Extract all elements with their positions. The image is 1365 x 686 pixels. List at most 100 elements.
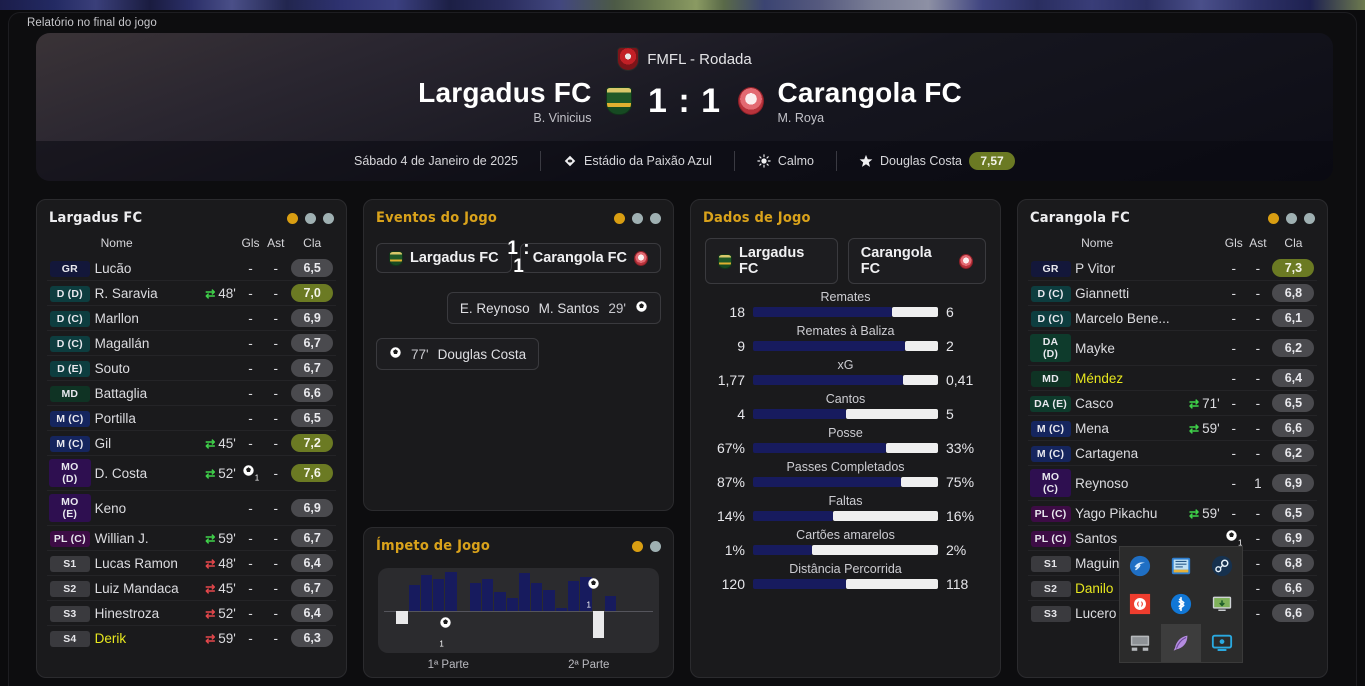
panel-dot-grey[interactable] [650,212,661,224]
player-name[interactable]: Portilla [94,410,136,426]
player-name[interactable]: Souto [94,360,130,376]
panel-dot-grey[interactable] [305,212,316,224]
player-name[interactable]: Battaglia [94,385,148,401]
player-name[interactable]: R. Saravia [94,285,158,301]
stats-away-chip[interactable]: Carangola FC [847,238,986,284]
tray-item-feather-app[interactable] [1160,623,1201,662]
table-row[interactable]: D (C) Magallán - -6,7 [47,331,336,356]
player-name[interactable]: Keno [94,500,127,516]
table-row[interactable]: PL (C) Willian J. ⇄ 59' - -6,7 [47,526,336,551]
panel-dot-grey[interactable] [323,212,334,224]
momentum-column [518,568,531,653]
table-row[interactable]: MO (D) D. Costa ⇄ 52' 1-7,6 [47,456,336,491]
rating-cell: 7,3 [1270,256,1317,281]
col-name[interactable]: Nome [100,236,133,250]
player-name[interactable]: Mena [1075,420,1109,436]
table-row[interactable]: D (C) Marllon - -6,9 [47,306,336,331]
player-name[interactable]: Reynoso [1075,475,1129,491]
table-row[interactable]: PL (C) Yago Pikachu ⇄ 59' - -6,5 [1028,501,1317,526]
tray-item-realtek-audio[interactable] [1120,585,1160,623]
player-name[interactable]: Derik [94,630,127,646]
player-name[interactable]: Yago Pikachu [1075,505,1158,521]
player-name[interactable]: Cartagena [1075,445,1139,461]
player-name[interactable]: Luiz Mandaca [94,580,179,596]
table-row[interactable]: DA (D) Mayke - -6,2 [1028,331,1317,366]
player-name[interactable]: Méndez [1075,370,1124,386]
tray-item-monitor-settings[interactable] [1202,624,1242,662]
player-name[interactable]: Lucas Ramon [94,555,178,571]
player-name[interactable]: Marllon [94,310,139,326]
table-row[interactable]: D (C) Giannetti - -6,8 [1028,281,1317,306]
player-name[interactable]: Casco [1075,395,1114,411]
panel-dot-amber[interactable] [632,540,643,552]
col-ast[interactable]: Ast [267,236,285,250]
panel-dot-amber[interactable] [1268,212,1279,224]
panel-dot-grey[interactable] [632,212,643,224]
panel-dot-grey[interactable] [1304,212,1315,224]
col-gls[interactable]: Gls [241,236,260,250]
panel-dot-amber[interactable] [287,212,298,224]
col-cla[interactable]: Cla [303,236,322,250]
col-ast[interactable]: Ast [1249,236,1267,250]
player-name[interactable]: Danilo [1075,580,1114,596]
player-name[interactable]: Hinestroza [94,605,160,621]
table-row[interactable]: PL (C) Santos 1-6,9 [1028,526,1317,551]
table-row[interactable]: MO (C) Reynoso - 1 6,9 [1028,466,1317,501]
table-row[interactable]: M (C) Cartagena - -6,2 [1028,441,1317,466]
player-name[interactable]: Magallán [94,335,150,351]
goals-cell: - [1231,310,1237,326]
tray-item-bluetooth[interactable] [1161,585,1201,623]
position-badge: DA (D) [1030,334,1072,362]
player-name[interactable]: Santos [1075,530,1118,546]
tray-item-steam[interactable] [1202,547,1242,585]
tray-item-network-monitor[interactable] [1161,547,1201,585]
table-row[interactable]: M (C) Gil ⇄ 45' - -7,2 [47,431,336,456]
table-row[interactable]: S4 Derik ⇄ 59' - -6,3 [47,626,336,651]
table-row[interactable]: S1 Lucas Ramon ⇄ 48' - -6,4 [47,551,336,576]
away-squad-body: GR P Vitor - -7,3 D (C) Giannetti - -6,8 D (C) Ma… [1028,256,1317,625]
table-row[interactable]: MO (E) Keno - -6,9 [47,491,336,526]
tray-item-nvidia[interactable] [1120,547,1160,585]
table-row[interactable]: GR Lucão - -6,5 [47,256,336,281]
player-name[interactable]: P Vitor [1075,260,1116,276]
table-row[interactable]: GR P Vitor - -7,3 [1028,256,1317,281]
table-row[interactable]: MD Battaglia - -6,6 [47,381,336,406]
table-row[interactable]: S3 Hinestroza ⇄ 52' - -6,4 [47,601,336,626]
player-name[interactable]: Willian J. [94,530,149,546]
player-name[interactable]: Marcelo Bene... [1075,310,1170,326]
tray-item-display[interactable] [1202,585,1242,623]
stats-home-chip[interactable]: Largadus FC [705,238,838,284]
player-name[interactable]: Mayke [1075,340,1115,356]
player-name[interactable]: Lucão [94,260,132,276]
col-name[interactable]: Nome [1081,236,1114,250]
player-name[interactable]: Giannetti [1075,285,1130,301]
panel-dot-grey[interactable] [1286,212,1297,224]
table-row[interactable]: D (C) Marcelo Bene... - -6,1 [1028,306,1317,331]
player-name[interactable]: D. Costa [94,465,148,481]
col-cla[interactable]: Cla [1284,236,1303,250]
table-row[interactable]: MD Méndez - -6,4 [1028,366,1317,391]
col-gls[interactable]: Gls [1224,236,1243,250]
stat-block: Remates 18 6 [705,290,986,320]
table-row[interactable]: M (C) Mena ⇄ 59' - -6,6 [1028,416,1317,441]
competition-label: FMFL - Rodada [647,50,752,68]
events-away-chip[interactable]: Carangola FC [519,243,661,273]
away-squad-table: Nome Gls Ast Cla GR P Vitor - -7,3 D (C) Gian… [1028,232,1317,625]
table-row[interactable]: D (D) R. Saravia ⇄ 48' - -7,0 [47,281,336,306]
table-row[interactable]: D (E) Souto - -6,7 [47,356,336,381]
panel-dot-grey[interactable] [650,540,661,552]
events-home-chip[interactable]: Largadus FC [376,243,512,273]
goals-cell: - [1231,285,1237,301]
event-box[interactable]: E. Reynoso M. Santos 29' [446,292,661,324]
event-box[interactable]: 77' Douglas Costa [376,338,540,370]
panel-dot-amber[interactable] [614,212,625,224]
rating-cell: 6,1 [1270,306,1317,331]
table-row[interactable]: S2 Luiz Mandaca ⇄ 45' - -6,7 [47,576,336,601]
player-name[interactable]: Gil [94,435,112,451]
player-name[interactable]: Lucero [1075,605,1117,621]
table-row[interactable]: M (C) Portilla - -6,5 [47,406,336,431]
table-row[interactable]: DA (E) Casco ⇄ 71' - -6,5 [1028,391,1317,416]
tray-item-touchpad[interactable] [1120,624,1160,662]
